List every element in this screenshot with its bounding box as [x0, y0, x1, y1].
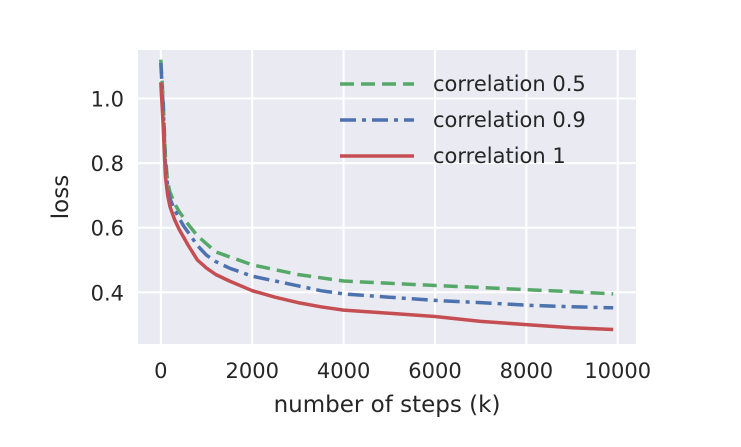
- y-tick-label: 0.8: [91, 152, 124, 176]
- legend-label-2: correlation 0.9: [433, 108, 586, 132]
- x-tick-label: 4000: [317, 359, 370, 383]
- y-tick-label: 0.6: [91, 217, 124, 241]
- x-axis-ticks: 0 2000 4000 6000 8000 10000: [154, 359, 651, 383]
- x-tick-label: 2000: [225, 359, 278, 383]
- series-line-3: [159, 82, 614, 332]
- series-lines: [159, 59, 614, 332]
- x-tick-label: 10000: [584, 359, 651, 383]
- x-axis-label: number of steps (k): [274, 392, 501, 418]
- y-axis-ticks: 0.4 0.6 0.8 1.0: [91, 87, 124, 305]
- y-axis-label: loss: [48, 175, 74, 219]
- y-tick-label: 1.0: [91, 87, 124, 111]
- legend-label-3: correlation 1: [433, 144, 566, 168]
- legend: correlation 0.5 correlation 0.9 correlatio…: [340, 72, 586, 168]
- x-tick-label: 6000: [408, 359, 461, 383]
- x-tick-label: 8000: [500, 359, 553, 383]
- legend-label-1: correlation 0.5: [433, 72, 586, 96]
- y-tick-label: 0.4: [91, 281, 124, 305]
- x-tick-label: 0: [154, 359, 167, 383]
